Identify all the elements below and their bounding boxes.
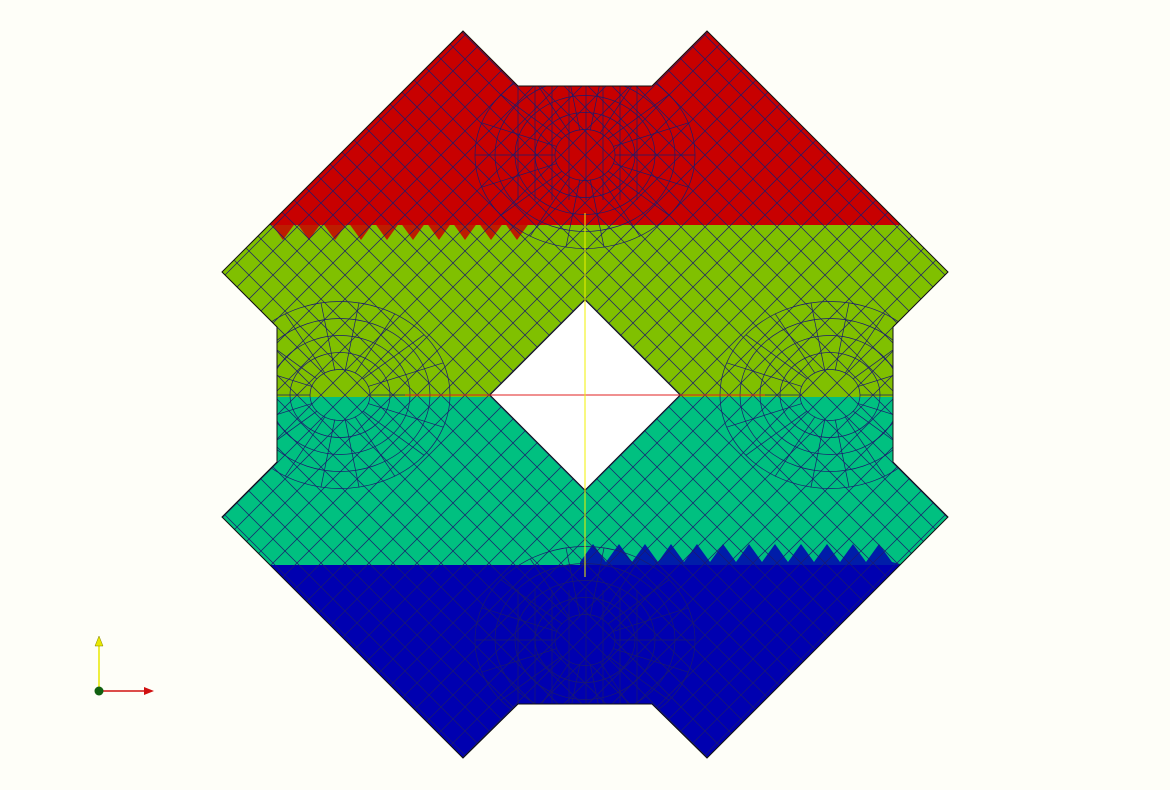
triad-y-arrowhead <box>94 635 104 647</box>
band-transition-zigzags <box>270 216 916 568</box>
mesh-outline <box>221 30 949 759</box>
triad-origin-dot <box>94 686 104 696</box>
triad-x-arrowhead <box>144 687 154 695</box>
orientation-triad <box>94 635 154 696</box>
